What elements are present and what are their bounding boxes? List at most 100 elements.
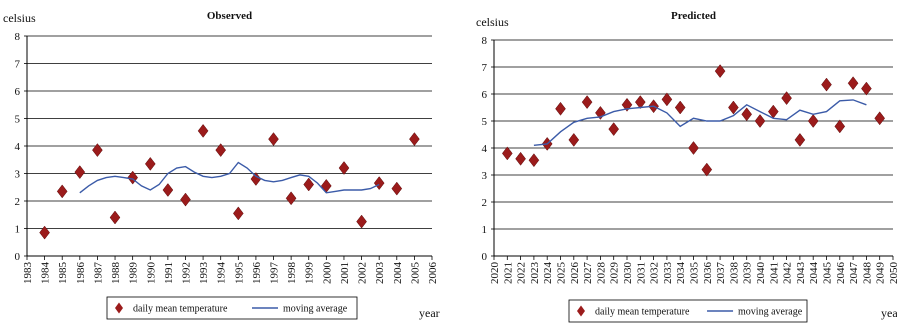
predicted-x-tick-label: 2048 xyxy=(861,262,873,285)
predicted-x-tick-label: 2031 xyxy=(635,262,647,284)
predicted-y-tick-label: 0 xyxy=(482,251,488,263)
observed-legend: daily mean temperature moving average xyxy=(106,296,358,320)
observed-x-tick-label: 1999 xyxy=(304,262,316,285)
predicted-data-point xyxy=(794,132,806,147)
observed-x-tick-label: 1990 xyxy=(145,262,157,285)
predicted-legend-label-moving-average: moving average xyxy=(738,307,803,318)
predicted-data-point xyxy=(661,92,673,107)
predicted-data-point xyxy=(754,114,766,128)
predicted-data-point xyxy=(528,153,540,168)
predicted-x-tick-label: 2045 xyxy=(822,262,834,285)
predicted-x-tick-label: 2050 xyxy=(888,262,897,285)
observed-x-tick-label: 1996 xyxy=(251,262,263,285)
predicted-x-tick-label: 2029 xyxy=(609,262,621,285)
observed-y-tick-label: 4 xyxy=(15,141,21,153)
observed-x-tick-label: 1983 xyxy=(22,262,34,285)
observed-data-point xyxy=(391,181,403,196)
observed-y-tick-label: 8 xyxy=(15,31,21,43)
predicted-x-tick-label: 2036 xyxy=(702,262,714,285)
predicted-data-point xyxy=(847,76,859,91)
predicted-y-tick-label: 1 xyxy=(482,224,488,236)
predicted-data-point xyxy=(834,119,846,134)
observed-chart: Observed celsius 0 1 2 3 4 5 6 7 8 1983 1984 1985 1986… xyxy=(3,10,440,320)
predicted-x-tick-label: 2023 xyxy=(529,262,541,285)
predicted-data-point xyxy=(581,95,593,110)
observed-data-point xyxy=(250,172,262,186)
observed-chart-title: Observed xyxy=(207,10,252,22)
predicted-legend-marker-diamond xyxy=(577,305,585,317)
predicted-data-point xyxy=(555,101,566,116)
observed-y-axis-label: celsius xyxy=(3,11,36,25)
predicted-x-tick-label: 2049 xyxy=(875,262,887,285)
predicted-data-point xyxy=(874,111,886,126)
predicted-x-tick-label: 2032 xyxy=(649,262,661,284)
predicted-x-tick-label: 2028 xyxy=(595,262,607,285)
observed-data-point xyxy=(74,165,86,180)
observed-x-tick-label: 1986 xyxy=(75,262,87,285)
observed-data-point xyxy=(268,132,279,147)
predicted-x-tick-label: 2037 xyxy=(715,262,727,285)
observed-data-point xyxy=(338,161,350,175)
observed-data-point xyxy=(39,225,50,240)
predicted-data-point xyxy=(674,100,686,115)
observed-x-tick-label: 2000 xyxy=(321,262,333,285)
observed-x-tick-label: 2005 xyxy=(409,262,421,285)
observed-data-point xyxy=(409,132,420,147)
observed-data-point xyxy=(356,214,367,229)
observed-data-point xyxy=(285,191,297,206)
predicted-y-axis-label: celsius xyxy=(476,15,509,29)
observed-y-tick-label: 0 xyxy=(15,251,21,263)
predicted-x-tick-label: 2020 xyxy=(489,262,501,285)
predicted-y-tick-label: 2 xyxy=(482,197,488,209)
observed-x-tick-label: 1995 xyxy=(233,262,245,285)
predicted-x-tick-label: 2027 xyxy=(582,262,594,285)
observed-x-tick-label: 2003 xyxy=(374,262,386,285)
observed-y-tick-label: 7 xyxy=(15,59,21,71)
observed-x-tick-label: 2001 xyxy=(339,262,351,284)
predicted-data-point xyxy=(701,162,713,177)
observed-data-point xyxy=(56,184,68,199)
observed-y-tick-label: 6 xyxy=(15,86,21,98)
predicted-x-tick-label: 2046 xyxy=(835,262,847,285)
predicted-data-point xyxy=(728,100,739,115)
observed-x-tick-label: 1989 xyxy=(128,262,140,285)
observed-x-tick-label: 1991 xyxy=(163,262,175,284)
predicted-x-tick-label: 2042 xyxy=(782,262,794,284)
observed-data-point xyxy=(180,192,191,207)
predicted-x-tick-label: 2022 xyxy=(516,262,528,284)
predicted-data-point xyxy=(714,64,726,79)
predicted-y-tick-label: 5 xyxy=(482,116,488,128)
predicted-data-point xyxy=(781,91,792,106)
predicted-x-tick-label: 2043 xyxy=(795,262,807,285)
observed-x-tick-label: 1993 xyxy=(198,262,210,285)
observed-x-tick-label: 2006 xyxy=(427,262,439,285)
predicted-y-tick-label: 8 xyxy=(482,35,488,47)
observed-legend-box xyxy=(106,296,358,320)
predicted-data-point xyxy=(741,107,753,122)
predicted-x-tick-label: 2038 xyxy=(728,262,740,285)
observed-x-tick-label: 1987 xyxy=(92,262,104,285)
predicted-data-point xyxy=(688,141,699,155)
observed-x-tick-label: 1984 xyxy=(40,262,52,285)
predicted-data-point xyxy=(568,132,580,147)
observed-x-axis-label: year xyxy=(419,306,440,320)
observed-moving-average-line xyxy=(79,161,380,194)
predicted-x-tick-label: 2024 xyxy=(542,262,554,285)
predicted-data-point xyxy=(821,77,832,92)
observed-legend-marker-diamond xyxy=(115,302,123,314)
predicted-x-tick-label: 2021 xyxy=(502,262,514,284)
observed-data-point xyxy=(162,183,174,197)
predicted-data-point xyxy=(807,114,819,128)
observed-data-point xyxy=(109,210,121,225)
observed-data-point xyxy=(215,143,227,158)
observed-x-tick-label: 1992 xyxy=(180,262,192,284)
predicted-y-tick-label: 3 xyxy=(482,170,488,182)
observed-data-point xyxy=(320,178,332,193)
observed-x-tick-label: 2002 xyxy=(357,262,369,284)
observed-data-point xyxy=(232,206,244,221)
predicted-x-tick-label: 2033 xyxy=(662,262,674,285)
observed-legend-label-daily-mean: daily mean temperature xyxy=(133,304,228,315)
predicted-x-tick-label: 2026 xyxy=(569,262,581,285)
